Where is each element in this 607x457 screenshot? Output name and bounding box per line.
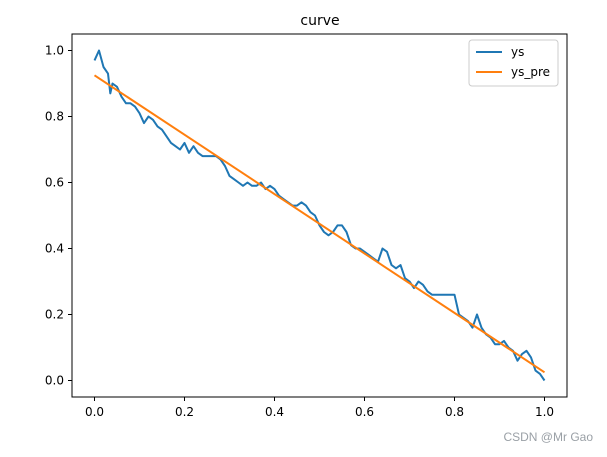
x-tick-label: 0.2 xyxy=(175,405,194,419)
y-tick-label: 0.2 xyxy=(45,308,64,322)
x-tick-label: 0.8 xyxy=(445,405,464,419)
legend-label: ys xyxy=(511,45,524,59)
plot-frame xyxy=(71,33,568,398)
y-tick-label: 0.4 xyxy=(45,242,64,256)
series-layer xyxy=(93,49,546,382)
watermark: CSDN @Mr Gao xyxy=(503,430,593,444)
legend-label: ys_pre xyxy=(511,65,550,79)
y-tick-label: 0.6 xyxy=(45,176,64,190)
series-line-ys-pre xyxy=(93,74,546,374)
x-tick-label: 0.0 xyxy=(85,405,104,419)
x-tick-label: 0.6 xyxy=(355,405,374,419)
x-axis: 0.0 0.2 0.4 0.6 0.8 1.0 xyxy=(85,397,554,419)
x-tick-label: 0.4 xyxy=(265,405,284,419)
chart-title: curve xyxy=(300,13,339,29)
y-tick-label: 1.0 xyxy=(45,44,64,58)
y-axis: 0.0 0.2 0.4 0.6 0.8 1.0 xyxy=(45,44,72,388)
x-tick-label: 1.0 xyxy=(535,405,554,419)
legend: ys ys_pre xyxy=(468,39,559,87)
y-tick-label: 0.0 xyxy=(45,374,64,388)
y-tick-label: 0.8 xyxy=(45,110,64,124)
